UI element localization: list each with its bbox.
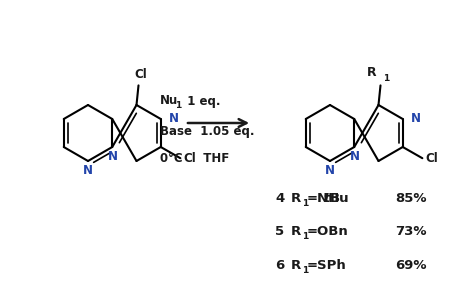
Text: N: N [108,150,118,163]
Text: =NH: =NH [307,192,339,205]
Text: =SPh: =SPh [307,259,346,272]
Text: R: R [290,259,300,272]
Text: R: R [366,66,375,80]
Text: Base  1.05 eq.: Base 1.05 eq. [160,124,254,137]
Text: Cl: Cl [182,152,195,165]
Text: Cl: Cl [134,68,147,81]
Text: 0°C     THF: 0°C THF [160,151,229,164]
Text: 69%: 69% [394,259,425,272]
Text: 1: 1 [175,101,181,110]
Text: 85%: 85% [394,192,425,205]
Text: N: N [324,164,334,177]
Text: N: N [410,112,420,124]
Text: R: R [290,192,300,205]
Text: 1: 1 [301,199,307,208]
Text: =OBn: =OBn [307,225,348,238]
Text: R: R [290,225,300,238]
Text: 5: 5 [275,225,283,238]
Text: 1: 1 [301,232,307,241]
Text: N: N [83,164,93,177]
Text: 1: 1 [383,74,389,83]
Text: 6: 6 [275,259,284,272]
Text: N: N [169,112,178,124]
Text: t: t [323,192,329,205]
Text: 1 eq.: 1 eq. [179,94,220,108]
Text: 1: 1 [301,266,307,275]
Text: Bu: Bu [329,192,348,205]
Text: Nu: Nu [160,94,178,108]
Text: 4: 4 [275,192,284,205]
Text: N: N [350,150,359,163]
Text: Cl: Cl [424,152,437,165]
Text: 73%: 73% [394,225,425,238]
